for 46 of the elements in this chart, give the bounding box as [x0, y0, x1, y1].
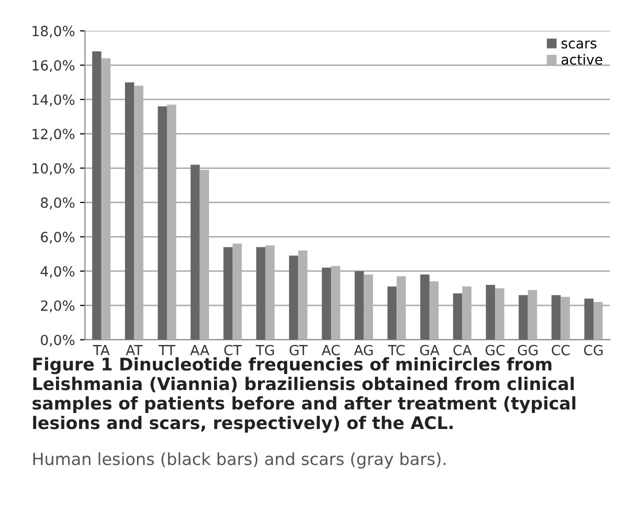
- legend-label: scars: [562, 40, 596, 49]
- y-tick-label: 14,0%: [32, 94, 74, 106]
- bar: [289, 256, 298, 340]
- bar: [158, 106, 167, 340]
- bar: [584, 298, 594, 340]
- x-tick-label: AA: [190, 345, 210, 356]
- bar: [92, 51, 102, 340]
- y-tick-label: 10,0%: [32, 163, 74, 176]
- x-tick-label: TT: [158, 345, 176, 356]
- x-tick-label: TC: [388, 344, 405, 356]
- x-tick-label: TG: [256, 344, 274, 356]
- y-tick-label: 16,0%: [32, 60, 74, 72]
- bar: [322, 268, 332, 340]
- x-tick-label: GG: [518, 344, 538, 356]
- bar: [387, 286, 397, 340]
- x-tick-label: GC: [486, 344, 505, 356]
- x-tick-label: CA: [453, 344, 472, 356]
- x-tick-label: GT: [290, 344, 308, 356]
- bar: [486, 284, 496, 340]
- legend-label: active: [562, 54, 602, 65]
- x-tick-label: CG: [584, 344, 603, 356]
- y-tick-label: 6,0%: [40, 232, 74, 244]
- y-tick-label: 0,0%: [40, 334, 74, 347]
- bar: [124, 82, 134, 340]
- text: Figure 1 Dinucleotide frequencies of minicircles from Leishmania (Viannia) braziliensis obtained from clinical samples of patients before and after treatment (typical lesions and scars, respectively) of the ACL.: [32, 357, 576, 433]
- y-tick-label: 12,0%: [32, 128, 74, 141]
- bar: [420, 274, 430, 340]
- text: Human lesions (black bars) and scars (gray bars).: [33, 452, 446, 468]
- bar: [223, 247, 233, 340]
- x-tick-label: AC: [322, 344, 340, 356]
- x-tick-label: CT: [224, 344, 242, 356]
- bar: [190, 164, 200, 340]
- x-tick-label: TA: [92, 345, 110, 356]
- x-tick-label: AG: [354, 344, 373, 356]
- x-tick-label: GA: [420, 344, 440, 356]
- y-tick-label: 2,0%: [40, 300, 74, 312]
- y-tick-label: 4,0%: [40, 266, 74, 278]
- bar: [453, 293, 462, 340]
- y-tick-label: 18,0%: [32, 26, 74, 38]
- bar: [552, 295, 561, 340]
- x-tick-label: AT: [126, 345, 143, 356]
- bar: [518, 295, 528, 340]
- bar: [354, 271, 364, 340]
- bar: [256, 247, 266, 340]
- x-tick-label: CC: [552, 344, 570, 356]
- y-tick-label: 8,0%: [40, 197, 74, 210]
